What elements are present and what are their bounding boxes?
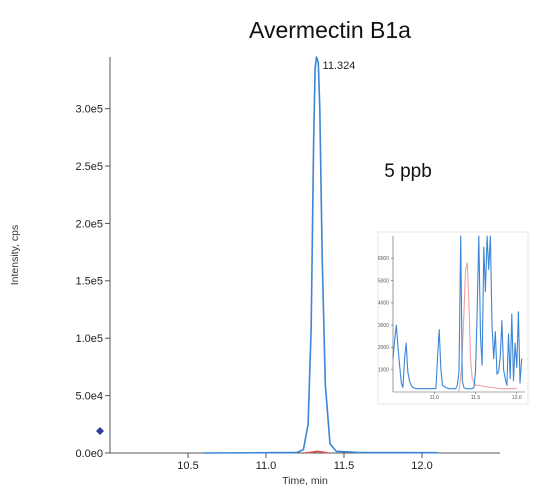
main-x-tick-label: 10.5 — [177, 460, 198, 472]
inset-plot-area: 1000 2000 3000 4000 5000 6000 11.0 11.5 12.0 — [377, 231, 529, 405]
inset-x-tick-label: 11.0 — [430, 395, 440, 401]
main-y-tick-label: 0.0e0 — [75, 448, 103, 460]
retention-marker-icon — [96, 427, 104, 435]
inset-frame — [377, 231, 529, 405]
peak-retention-label: 11.324 — [323, 60, 356, 72]
main-plot-area: 0.0e0 5.0e4 1.0e5 1.5e5 2.0e5 2.5e5 3.0e5 10.5 1… — [75, 56, 500, 472]
inset-y-tick-label: 3000 — [378, 323, 389, 329]
main-x-tick-label: 11.5 — [334, 460, 355, 472]
main-x-tick-label: 12.0 — [411, 460, 432, 472]
main-x-tick-label: 11.0 — [256, 460, 277, 472]
main-y-tick-label: 1.5e5 — [75, 276, 103, 288]
main-y-tick-label: 2.5e5 — [75, 161, 103, 173]
main-y-tick-label: 3.0e5 — [75, 104, 103, 116]
main-series-line-1 — [304, 450, 329, 454]
inset-series-line-1 — [458, 262, 517, 393]
inset-y-tick-label: 6000 — [378, 256, 389, 262]
main-series-line-0 — [203, 56, 438, 454]
main-y-tick-label: 5.0e4 — [75, 390, 103, 402]
y-axis-label: Intensity, cps — [9, 225, 21, 286]
inset-y-tick-label: 2000 — [378, 345, 389, 351]
x-axis-label: Time, min — [282, 475, 328, 487]
inset-y-tick-label: 5000 — [378, 278, 389, 284]
inset-y-tick-label: 1000 — [378, 367, 389, 373]
main-y-tick-label: 1.0e5 — [75, 333, 103, 345]
inset-x-tick-label: 12.0 — [512, 395, 522, 401]
inset-x-tick-label: 11.5 — [471, 395, 481, 401]
inset-y-tick-label: 4000 — [378, 301, 389, 307]
chart-title: Avermectin B1a — [249, 17, 411, 43]
inset-series-line-0 — [392, 235, 523, 390]
concentration-annotation: 5 ppb — [384, 161, 432, 182]
main-y-tick-label: 2.0e5 — [75, 218, 103, 230]
